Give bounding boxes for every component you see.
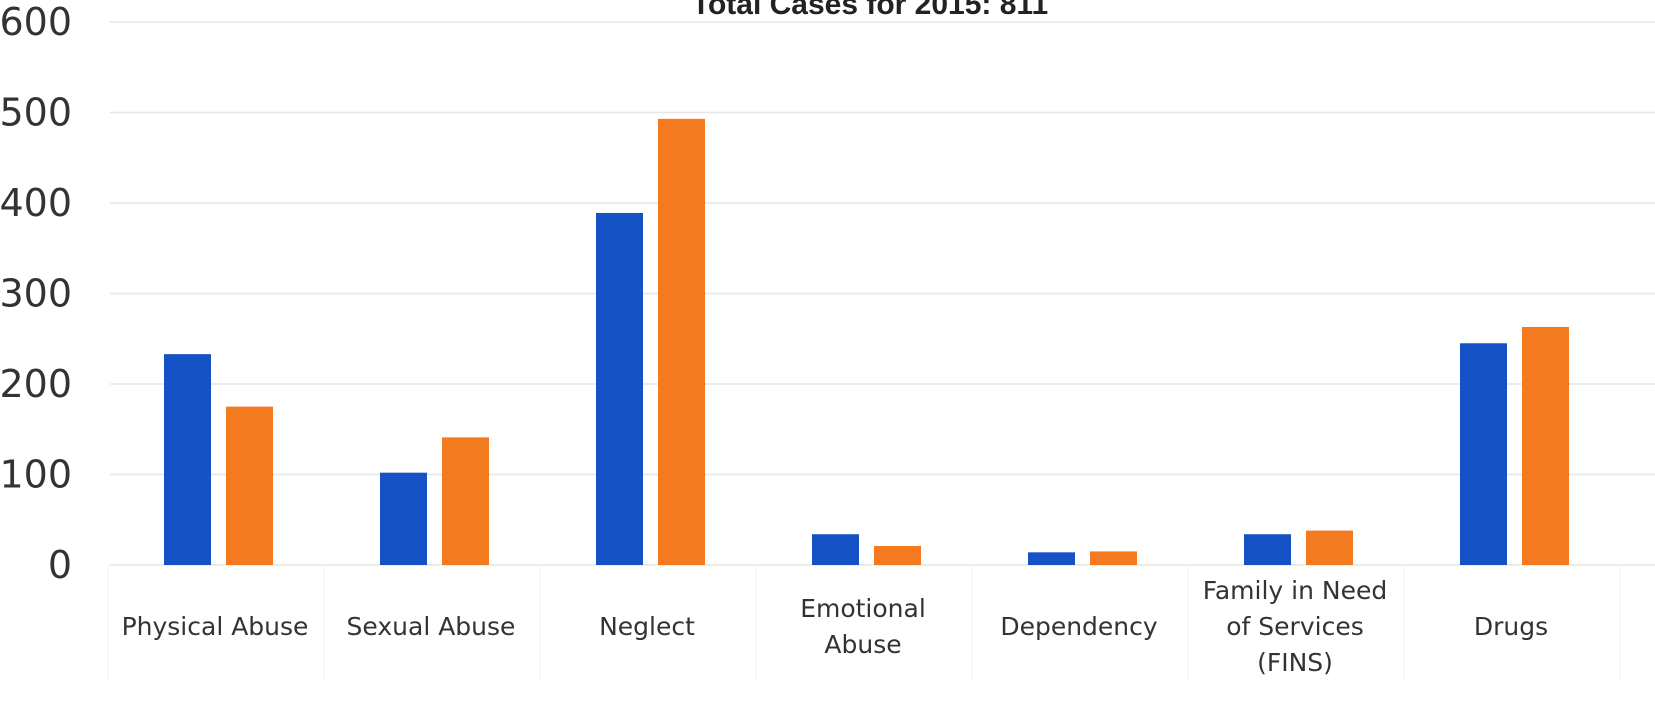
x-category-label-line: of Services — [1226, 612, 1363, 641]
x-category-label-line: Abuse — [824, 630, 901, 659]
y-tick-label: 400 — [0, 181, 72, 225]
y-tick-label: 600 — [0, 0, 72, 44]
bar-series-1-category-5 — [1028, 552, 1075, 565]
y-tick-label: 300 — [0, 272, 72, 316]
bars-layer — [164, 118, 1569, 566]
x-category-label: Drugs — [1474, 612, 1548, 641]
x-category-label: Neglect — [599, 612, 695, 641]
x-category-label: Emotional Abuse — [800, 594, 926, 659]
y-tick-label: 200 — [0, 362, 72, 406]
grid-layer — [110, 21, 1655, 566]
x-axis-labels: Physical Abuse Sexual Abuse Neglect Emotion… — [122, 576, 1549, 677]
bar-series-1-category-7 — [1460, 343, 1507, 565]
bar-series-1-category-1 — [164, 354, 211, 565]
x-category-label-line: Physical Abuse — [122, 612, 309, 641]
x-category-label: Physical Abuse — [122, 612, 309, 641]
bar-series-2-category-6 — [1306, 530, 1353, 565]
x-category-label-line: Dependency — [1000, 612, 1158, 641]
x-category-label: Family in Need of Services (FINS) — [1203, 576, 1387, 677]
x-category-label: Dependency — [1000, 612, 1158, 641]
bar-series-2-category-4 — [874, 545, 921, 565]
x-category-label: Sexual Abuse — [347, 612, 516, 641]
x-category-label-line: Emotional — [800, 594, 926, 623]
category-divider-layer — [107, 565, 1621, 680]
bar-series-2-category-3 — [658, 118, 705, 566]
x-category-label-line: Drugs — [1474, 612, 1548, 641]
bar-series-2-category-2 — [442, 437, 489, 565]
chart-title: Total Cases for 2015: 811 — [692, 0, 1048, 21]
bar-series-1-category-6 — [1244, 534, 1291, 565]
bar-series-2-category-7 — [1522, 326, 1569, 565]
bar-series-1-category-3 — [596, 212, 643, 565]
bar-series-1-category-2 — [380, 472, 427, 565]
bar-series-2-category-1 — [226, 406, 273, 565]
y-tick-label: 500 — [0, 91, 72, 135]
y-axis-ticks: 0 100 200 300 400 500 600 — [0, 0, 72, 587]
x-category-label-line: (FINS) — [1257, 648, 1333, 677]
y-tick-label: 0 — [48, 543, 72, 587]
y-tick-label: 100 — [0, 453, 72, 497]
x-category-label-line: Family in Need — [1203, 576, 1387, 605]
x-category-label-line: Sexual Abuse — [347, 612, 516, 641]
bar-series-1-category-4 — [812, 534, 859, 565]
x-category-label-line: Neglect — [599, 612, 695, 641]
bar-series-2-category-5 — [1090, 551, 1137, 565]
